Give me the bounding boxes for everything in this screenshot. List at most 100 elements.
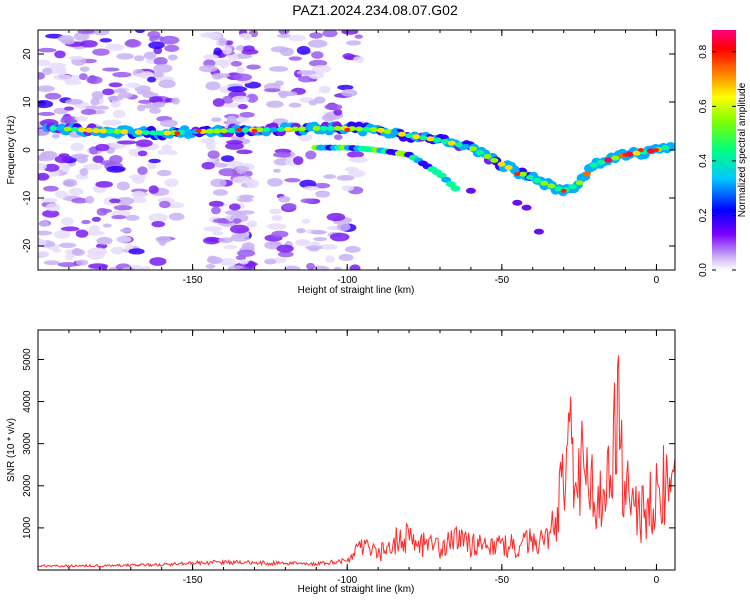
heatmap-cell [95, 143, 110, 152]
heatmap-cell [276, 244, 294, 253]
heatmap-cell [113, 204, 133, 211]
heatmap-cell [310, 229, 325, 235]
heatmap-cell [338, 253, 354, 262]
heatmap-cell [91, 91, 104, 100]
colorbar-tick-label: 0.4 [698, 154, 709, 168]
heatmap-cell [397, 131, 406, 137]
heatmap-cell [405, 133, 414, 139]
heatmap-cell [236, 67, 245, 73]
heatmap-cell [251, 128, 258, 133]
heatmap-cell [237, 103, 248, 110]
heatmap-cell [237, 198, 254, 203]
heatmap-cell [354, 34, 363, 39]
heatmap-cell [42, 209, 60, 218]
heatmap-cell [163, 130, 172, 136]
heatmap-cell [91, 216, 101, 222]
heatmap-cell [227, 128, 236, 134]
heatmap-cell [40, 150, 58, 160]
heatmap-cell [56, 66, 67, 76]
heatmap-cell [266, 223, 287, 230]
heatmap-cell [341, 30, 359, 35]
heatmap-cell [138, 99, 153, 104]
bottom-plot-frame [37, 329, 676, 571]
heatmap-cell [336, 222, 351, 232]
heatmap-cell [230, 60, 243, 67]
heatmap-cell [155, 236, 172, 243]
heatmap-cell [212, 231, 224, 236]
heatmap-cell [92, 128, 101, 134]
heatmap-cell [128, 248, 145, 255]
heatmap-cell [70, 142, 84, 152]
heatmap-cell [308, 59, 328, 67]
heatmap-cell [344, 127, 351, 132]
heatmap-cell [38, 162, 47, 171]
heatmap-cell [148, 158, 161, 164]
heatmap-cell [237, 249, 256, 257]
heatmap-cell [51, 133, 60, 139]
heatmap-cell [71, 197, 89, 204]
heatmap-cell [312, 125, 321, 131]
heatmap-cell [246, 220, 258, 228]
heatmap-cell [38, 220, 50, 227]
heatmap-cell [125, 214, 140, 221]
heatmap-cell [326, 125, 335, 131]
heatmap-cell [232, 73, 252, 81]
heatmap-cell [54, 155, 71, 164]
heatmap-cell [313, 237, 328, 242]
heatmap-cell [514, 172, 521, 176]
heatmap-cell [271, 214, 283, 222]
heatmap-cell [604, 157, 613, 163]
heatmap-cell [274, 80, 284, 87]
heatmap-cell [109, 154, 123, 164]
heatmap-cell [454, 142, 463, 148]
heatmap-cell [308, 100, 318, 106]
heatmap-cell [60, 226, 80, 232]
heatmap-cell [111, 214, 127, 220]
heatmap-cell [277, 33, 292, 38]
heatmap-cell [108, 82, 123, 88]
heatmap-cell [38, 100, 54, 109]
heatmap-cell [96, 207, 108, 216]
heatmap-cell [341, 185, 354, 192]
heatmap-cell [116, 53, 134, 60]
heatmap-cell [347, 169, 366, 178]
heatmap-cell [79, 73, 88, 81]
bottom-y-tick-label: 3000 [22, 432, 33, 455]
heatmap-cell [436, 172, 447, 179]
heatmap-cell [87, 247, 108, 256]
heatmap-cell [205, 81, 221, 91]
bottom-x-tick-label: -100 [337, 575, 357, 586]
heatmap-cell [239, 111, 255, 118]
heatmap-cell [120, 228, 132, 233]
heatmap-cell [226, 140, 243, 145]
heatmap-cell [58, 153, 70, 158]
heatmap-cell [390, 130, 399, 136]
heatmap-cell [133, 55, 145, 62]
heatmap-cell [164, 178, 179, 188]
heatmap-cell [277, 126, 286, 132]
heatmap-cell [284, 178, 301, 183]
heatmap-cell [95, 105, 110, 110]
heatmap-cell [278, 30, 290, 35]
heatmap-cell [110, 99, 121, 108]
heatmap-cell [151, 221, 166, 228]
heatmap-cell [646, 148, 655, 154]
heatmap-cell [159, 119, 178, 128]
heatmap-cell [355, 126, 364, 132]
heatmap-cell [270, 241, 282, 246]
heatmap-cell [61, 38, 75, 45]
heatmap-cell [62, 178, 78, 188]
heatmap-cell [235, 255, 247, 261]
heatmap-cell [38, 59, 51, 67]
heatmap-cell [85, 195, 95, 204]
heatmap-cell [268, 66, 289, 72]
heatmap-cell [113, 128, 122, 134]
heatmap-cell [148, 213, 168, 222]
heatmap-cell [622, 152, 629, 157]
heatmap-cell [504, 165, 513, 171]
heatmap-cell [116, 181, 130, 191]
heatmap-cell [106, 165, 125, 173]
colorbar-label: Normalized spectral amplitude [737, 82, 748, 217]
heatmap-cell [246, 179, 260, 189]
heatmap-cell [525, 175, 534, 181]
